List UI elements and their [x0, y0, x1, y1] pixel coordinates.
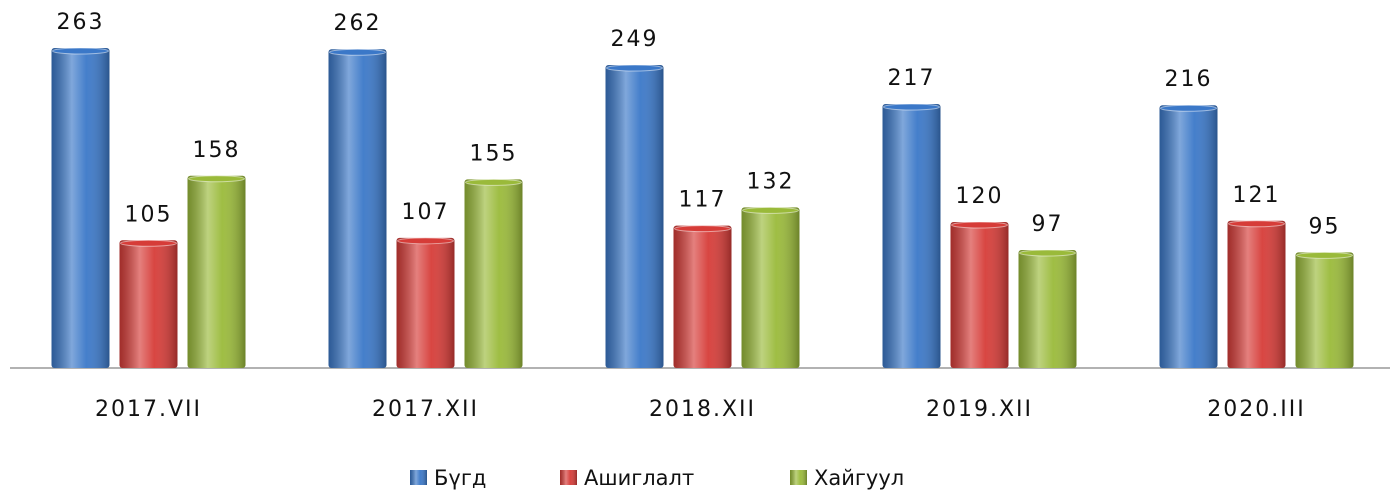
value-label: 105 [125, 202, 173, 227]
value-label: 262 [334, 11, 382, 36]
value-label: 107 [402, 200, 450, 225]
value-label: 216 [1165, 67, 1213, 92]
bar-shine [119, 240, 178, 368]
value-label: 117 [679, 188, 727, 213]
bar-cap [465, 178, 522, 186]
value-label: 249 [611, 27, 659, 52]
bar-cap [397, 237, 454, 245]
x-tick-label: 2018.XII [649, 397, 756, 422]
bar-shine [950, 222, 1009, 368]
x-tick-label: 2017.XII [372, 397, 479, 422]
value-label: 95 [1309, 214, 1341, 239]
bar-shine [1295, 252, 1354, 368]
value-label: 155 [470, 141, 518, 166]
legend-label: Хайгуул [814, 466, 904, 490]
bar-cap [674, 225, 731, 233]
bar-shine [741, 207, 800, 368]
bar-shine [328, 49, 387, 368]
bar-cap [1228, 220, 1285, 228]
bar-cap [1160, 104, 1217, 112]
bar-shine [187, 175, 246, 368]
bar-cap [606, 64, 663, 72]
bar-cap [742, 206, 799, 214]
legend-marker-shine [560, 470, 577, 485]
legend-label: Ашиглалт [584, 466, 694, 490]
bar-shine [51, 48, 110, 369]
x-tick-label: 2017.VII [95, 397, 202, 422]
legend-marker-shine [790, 470, 807, 485]
bar-shine [1227, 220, 1286, 368]
bar-shine [605, 65, 664, 369]
value-label: 97 [1032, 212, 1064, 237]
legend-marker-shine [410, 470, 427, 485]
bar-shine [464, 179, 523, 368]
x-tick-label: 2020.III [1207, 397, 1305, 422]
value-label: 217 [888, 66, 936, 91]
bar-shine [396, 237, 455, 368]
bar-cap [329, 48, 386, 56]
value-label: 120 [956, 184, 1004, 209]
value-label: 158 [193, 138, 241, 163]
x-tick-label: 2019.XII [926, 397, 1033, 422]
bar-shine [882, 103, 941, 368]
value-label: 132 [747, 169, 795, 194]
bar-cap [188, 175, 245, 183]
bar-cap [883, 103, 940, 111]
bar-cap [951, 221, 1008, 229]
legend-label: Бүгд [434, 466, 486, 490]
bar-cap [1296, 251, 1353, 259]
value-label: 121 [1233, 183, 1281, 208]
value-label: 263 [57, 10, 105, 35]
bar-shine [1018, 249, 1077, 368]
bar-shine [1159, 105, 1218, 368]
bar-shine [673, 225, 732, 368]
bar-cap [52, 47, 109, 55]
bar-cap [1019, 249, 1076, 257]
bar-cap [120, 239, 177, 247]
